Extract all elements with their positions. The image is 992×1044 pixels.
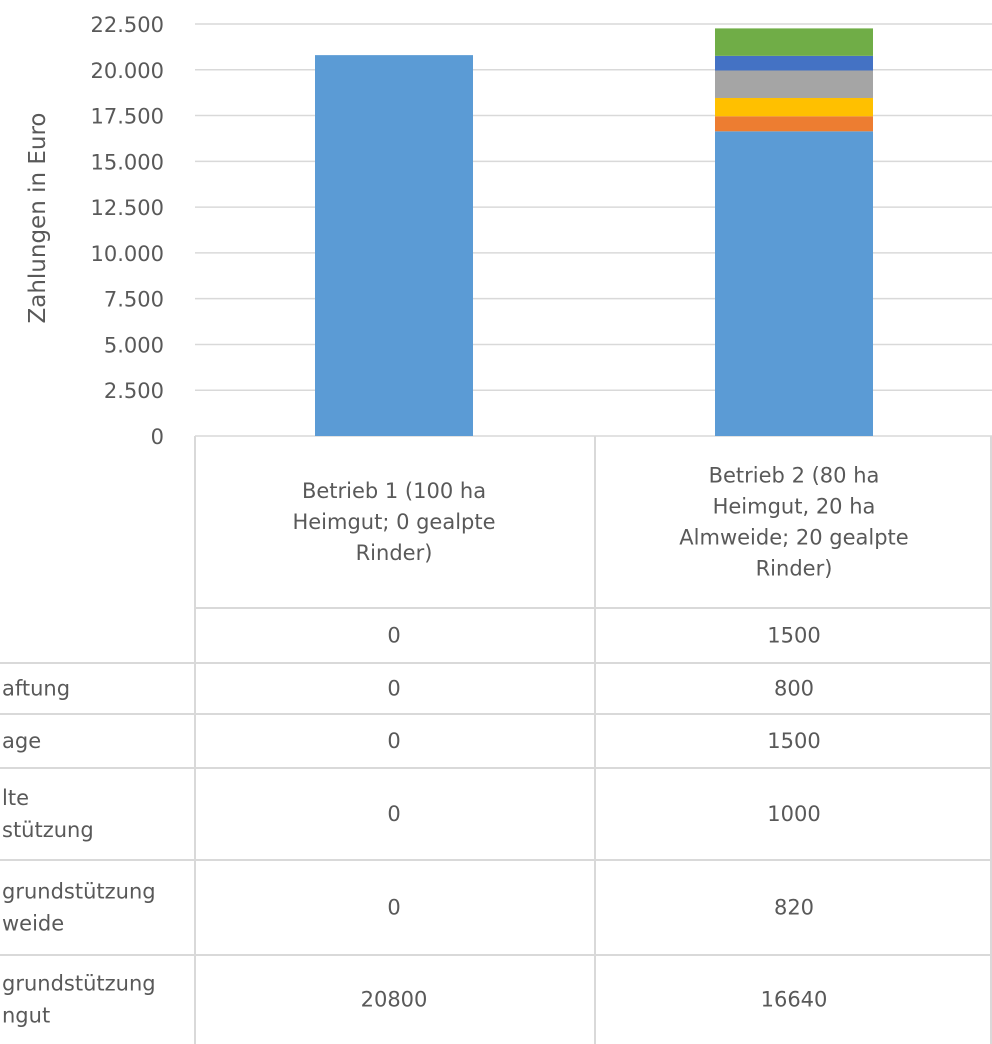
y-axis-label: Zahlungen in Euro — [25, 112, 51, 323]
series-label: aftung — [2, 677, 70, 701]
category-label: Heimgut, 20 ha — [713, 495, 876, 519]
table-cell-value: 1500 — [767, 729, 820, 753]
bar-segment — [715, 70, 873, 98]
y-axis-ticks: 0 2.500 5.000 7.500 10.000 12.500 15.000 17.500… — [91, 13, 164, 449]
y-tick-label: 17.500 — [91, 105, 164, 129]
y-tick-label: 10.000 — [91, 242, 164, 266]
table-cell-value: 1500 — [767, 624, 820, 648]
y-tick-label: 0 — [151, 425, 164, 449]
table-cell-value: 0 — [387, 677, 400, 701]
bar-segment — [715, 55, 873, 71]
table-cell-value: 0 — [387, 729, 400, 753]
y-tick-label: 15.000 — [91, 150, 164, 174]
table-cell-value: 16640 — [761, 988, 828, 1012]
bar-segment — [715, 28, 873, 56]
series-label: grundstützung — [2, 880, 156, 904]
category-label: Almweide; 20 gealpte — [679, 526, 908, 550]
bar-segment — [315, 55, 473, 437]
series-label: grundstützung — [2, 972, 156, 996]
y-tick-label: 22.500 — [91, 13, 164, 37]
table-cell-value: 20800 — [361, 988, 428, 1012]
data-table: Betrieb 1 (100 ha Heimgut; 0 gealpte Rinde… — [0, 436, 992, 1044]
category-label: Betrieb 2 (80 ha — [709, 464, 880, 488]
category-label: Betrieb 1 (100 ha — [302, 479, 486, 503]
y-tick-label: 12.500 — [91, 196, 164, 220]
table-cell-value: 1000 — [767, 802, 820, 826]
bar-segment — [715, 97, 873, 117]
category-label: Heimgut; 0 gealpte — [292, 510, 495, 534]
y-tick-label: 20.000 — [91, 59, 164, 83]
category-label: Rinder) — [756, 557, 833, 581]
series-label: age — [2, 729, 41, 753]
bar-segment — [715, 131, 873, 437]
series-label: ngut — [2, 1004, 50, 1028]
bar-segment — [715, 116, 873, 132]
table-cell-value: 800 — [774, 677, 814, 701]
table-cell-value: 0 — [387, 802, 400, 826]
series-label: weide — [2, 912, 64, 936]
table-cell-value: 0 — [387, 624, 400, 648]
series-label: stützung — [2, 818, 94, 842]
y-tick-label: 5.000 — [104, 333, 164, 357]
category-label: Rinder) — [356, 541, 433, 565]
table-cell-value: 0 — [387, 896, 400, 920]
table-cell-value: 820 — [774, 896, 814, 920]
y-tick-label: 2.500 — [104, 379, 164, 403]
bars — [315, 28, 873, 437]
series-label: lte — [2, 786, 29, 810]
y-tick-label: 7.500 — [104, 288, 164, 312]
